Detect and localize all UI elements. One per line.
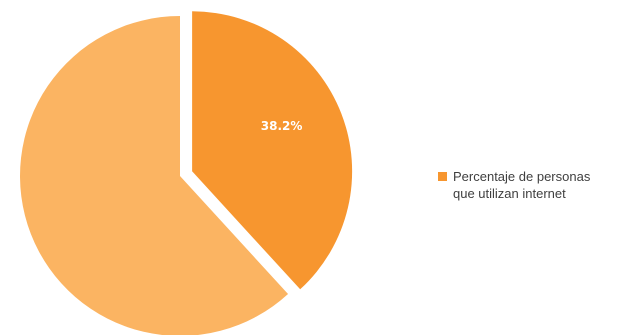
pie-slice-0 — [192, 11, 353, 290]
legend-label: Percentaje de personas que utilizan inte… — [453, 169, 591, 201]
pie-chart: 38.2% — [20, 11, 353, 335]
slice-data-label-0: 38.2% — [261, 119, 303, 133]
legend: Percentaje de personas que utilizan inte… — [438, 168, 628, 202]
pie-slice-1 — [20, 16, 289, 335]
legend-swatch — [438, 172, 447, 181]
